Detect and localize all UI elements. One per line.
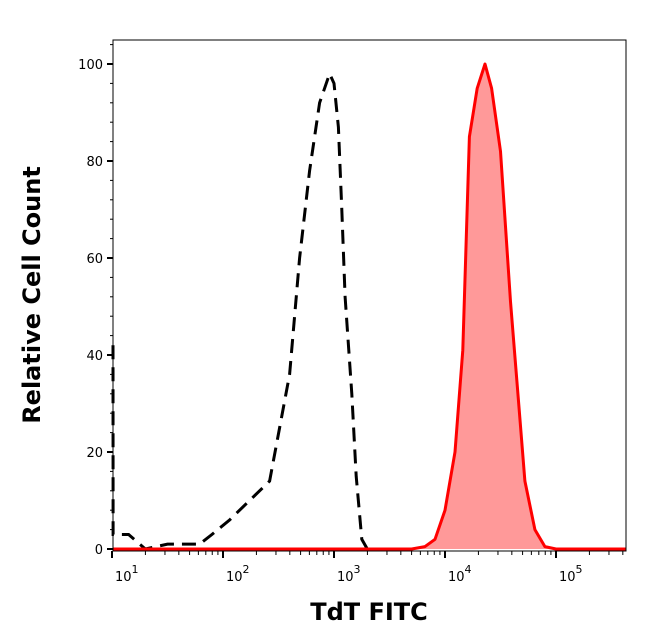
x-tick-exponent: 2 xyxy=(243,563,250,576)
series-fill-1 xyxy=(113,64,626,549)
y-axis-label: Relative Cell Count xyxy=(18,166,46,424)
x-tick-exponent: 3 xyxy=(354,563,361,576)
x-tick-exponent: 4 xyxy=(465,563,472,576)
x-tick-label: 104 xyxy=(448,563,472,585)
plot-frame xyxy=(112,39,627,552)
y-tick-label: 0 xyxy=(95,543,103,558)
x-tick-exponent: 1 xyxy=(132,563,139,576)
series-line-0 xyxy=(111,69,369,551)
series-line-1 xyxy=(113,62,626,551)
y-tick-label: 60 xyxy=(86,252,103,267)
x-tick-exponent: 5 xyxy=(576,563,583,576)
y-tick-label: 100 xyxy=(78,58,103,73)
axes-layer: 0 20 40 60 80 100 101 102 103 104 105 xyxy=(78,44,624,585)
series-layer xyxy=(111,62,626,551)
x-tick-label: 103 xyxy=(337,563,361,585)
x-tick-label: 102 xyxy=(226,563,250,585)
y-tick-label: 40 xyxy=(86,349,103,364)
x-tick-label: 101 xyxy=(115,563,139,585)
x-tick-label: 105 xyxy=(559,563,583,585)
y-tick-label: 20 xyxy=(86,446,103,461)
y-tick-label: 80 xyxy=(86,155,103,170)
x-axis-label: TdT FITC xyxy=(310,598,428,626)
